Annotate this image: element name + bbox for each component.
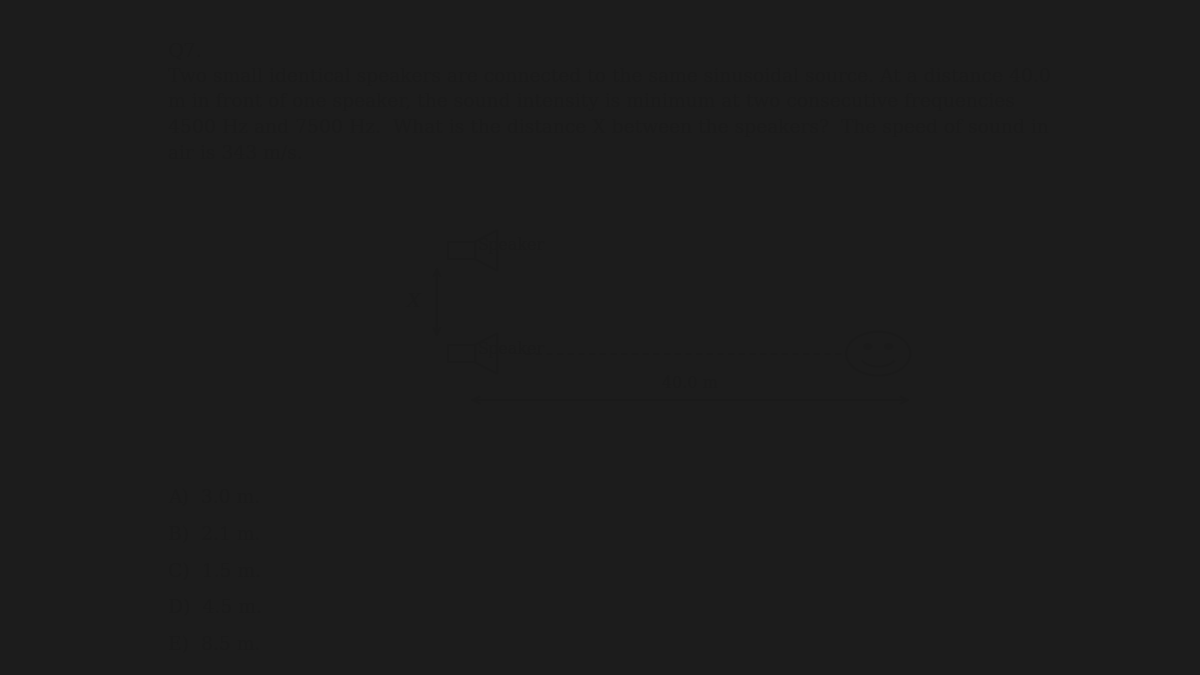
- Text: A)  3.0 m.: A) 3.0 m.: [168, 489, 260, 507]
- Circle shape: [864, 344, 871, 349]
- Text: B)  2.1 m.: B) 2.1 m.: [168, 526, 260, 544]
- Bar: [448, 345, 475, 362]
- Text: 40.0 m: 40.0 m: [662, 375, 718, 392]
- Text: E)  8.5 m.: E) 8.5 m.: [168, 637, 260, 654]
- Text: D)  4.5 m.: D) 4.5 m.: [168, 599, 262, 618]
- Bar: [448, 242, 475, 259]
- Text: Two small identical speakers are connected to the same sinusoidal source. At a d: Two small identical speakers are connect…: [168, 68, 1051, 163]
- Text: Q7.: Q7.: [168, 42, 203, 60]
- Circle shape: [884, 344, 893, 349]
- Text: X: X: [407, 293, 420, 311]
- Text: C)  1.5 m.: C) 1.5 m.: [168, 563, 262, 580]
- Text: Speaker: Speaker: [478, 341, 545, 358]
- Text: Speaker: Speaker: [478, 238, 545, 254]
